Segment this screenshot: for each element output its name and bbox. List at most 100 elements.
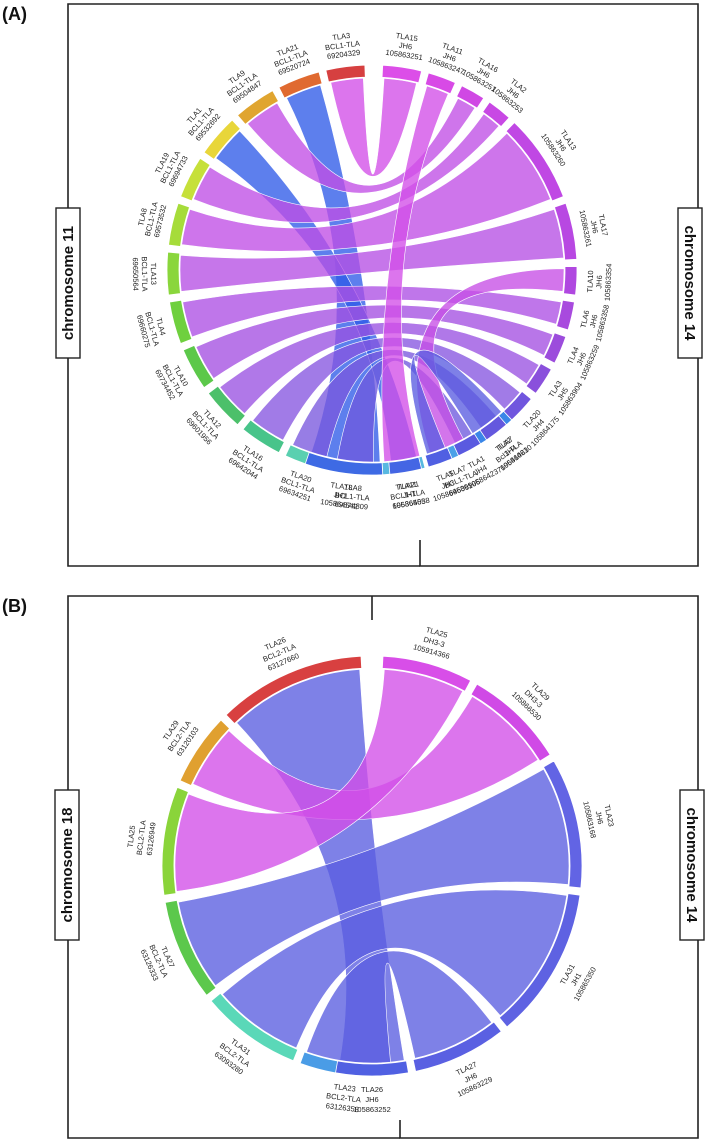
segment-band-TLA27b — [412, 1021, 502, 1072]
link-ribbon-TLA31-TLA31b — [222, 889, 568, 1049]
segment-band-TLA16 — [242, 419, 285, 454]
panel-b-segments: TLA26BCL2-TLA63127660 TLA29BCL2-TLA631201… — [125, 623, 617, 1114]
segment-band-TLA10b — [563, 266, 578, 296]
segment-label-TLA3: TLA3BCL1-TLA69204329 — [323, 30, 361, 61]
segment-label-TLA23: TLA23BCL2-TLA63126358 — [324, 1081, 362, 1114]
segment-band-TLA4 — [169, 299, 193, 344]
segment-band-TLA19 — [180, 157, 211, 202]
segment-label-TLA4b: TLA4JH6105863259 — [562, 336, 602, 381]
link-ribbon-TLA8-TLA13b — [181, 132, 551, 252]
link-ribbon-TLA11-TLA11b — [381, 85, 449, 462]
segment-band-TLA25b — [381, 655, 472, 692]
chromosome-18-label: chromosome 18 — [59, 807, 76, 922]
segment-label-TLA10b: TLA10JH6105863354 — [585, 262, 614, 301]
segment-band-TLA31 — [210, 992, 299, 1062]
segment-band-TLA20b — [503, 390, 532, 421]
link-ribbon-TLA25-TLA25b — [174, 669, 464, 892]
segment-label-TLA31: TLA31BCL2-TLA63093280 — [212, 1033, 257, 1077]
chromosome-14-label-box-a — [677, 207, 703, 359]
panel-a-frame-right — [370, 3, 699, 567]
segment-label-TLA26b: TLA26 JH6 105863252 — [353, 1085, 391, 1114]
link-ribbon-TLA4-TLA6 — [182, 285, 562, 338]
segment-band-TLA16b — [456, 85, 485, 109]
segment-band-TLA21b — [388, 456, 423, 475]
segment-band-TLA17 — [553, 202, 578, 261]
link-ribbon-TLA16-TLA20b — [252, 337, 521, 441]
link-ribbon-TLA19-TLA2b — [193, 113, 500, 223]
segment-label-TLA25b: TLA25DH3-3105914366 — [412, 623, 456, 661]
segment-band-TLA15 — [381, 64, 423, 84]
segment-label-TLA8: TLA8BCL1-TLA69573532 — [134, 199, 168, 239]
chromosome-14-label-a: chromosome 14 — [681, 225, 698, 341]
chromosome-14-label-box-b — [679, 789, 705, 941]
segment-band-TLA8 — [168, 202, 191, 247]
segment-label-TLA8b: TLA8BCL1-TLA69674809 — [334, 482, 371, 512]
segment-label-TLA25: TLA25BCL2-TLA63126949 — [125, 819, 158, 857]
segment-band-TLA10 — [182, 344, 215, 389]
segment-band-TLA1 — [203, 119, 241, 160]
segment-label-TLA16: TLA16BCL1-TLA69642044 — [226, 440, 270, 482]
segment-label-TLA23b: TLA23JH6105863168 — [581, 796, 617, 839]
panel-a: (A) chromosome 11 chromosome 14 TLA3BCL1… — [2, 3, 703, 567]
segment-band-TLA27 — [164, 899, 217, 996]
segment-band-TLA11b — [424, 72, 456, 95]
segment-band-TLA3b — [525, 363, 552, 394]
segment-band-TLA26b — [335, 1060, 409, 1077]
segment-label-TLA31b: TLA31JH1105865350 — [554, 956, 598, 1003]
segment-label-TLA19: TLA19BCL1-TLA69694733 — [150, 145, 190, 188]
segment-band-TLA31b — [498, 893, 581, 1028]
segment-band-TLA29b — [470, 683, 551, 762]
segment-label-TLA6: TLA6JH6105863358 — [576, 300, 611, 343]
chromosome-14-label-b: chromosome 14 — [683, 807, 700, 923]
segment-band-TLA3 — [325, 64, 366, 83]
segment-label-TLA7: TLA7BCL1-TLA69639996 — [440, 460, 483, 499]
segment-label-TLA21: TLA21BCL1-TLA69520724 — [270, 40, 312, 78]
link-ribbon-TLA12-TLA3b — [219, 322, 540, 415]
segment-label-TLA20: TLA20BCL1-TLA69634251 — [277, 467, 319, 504]
segment-band-TLA21 — [278, 71, 323, 99]
link-ribbon-TLA23-TLA27b — [306, 950, 493, 1064]
segment-label-TLA27: TLA27BCL2-TLA63126333 — [138, 939, 179, 983]
segment-band-TLA12 — [207, 385, 246, 426]
segment-band-TLA13b — [505, 121, 564, 202]
segment-label-TLA10: TLA10BCL1-TLA69734452 — [153, 358, 194, 402]
panel-a-ribbons — [179, 77, 565, 463]
chromosome-18-label-box — [54, 789, 80, 941]
segment-band-TLA13 — [166, 251, 181, 296]
link-ribbon-TLA2-TLA5 — [410, 349, 502, 455]
segment-label-TLA17: TLA17JH6105863261 — [578, 206, 612, 248]
segment-band-TLA23b — [542, 760, 583, 889]
link-ribbon-TLA27-TLA23b — [178, 768, 570, 987]
segment-band-TLA7b — [479, 415, 508, 441]
segment-label-TLA2: TLA2Bcl1-TLA69641063 — [487, 431, 530, 473]
segment-band-TLA1b — [453, 433, 482, 457]
segment-band-TLA6 — [556, 299, 575, 331]
segment-label-TLA27b: TLA27JH6105863229 — [448, 1057, 494, 1099]
segment-label-TLA9: TLA9BCL1-TLA69504847 — [220, 63, 264, 105]
panel-b: (B) chromosome 18 chromosome 14 TLA26BCL… — [2, 595, 705, 1139]
segment-label-TLA29: TLA29BCL2-TLA63120103 — [157, 713, 201, 758]
panel-a-label: (A) — [2, 4, 27, 24]
segment-band-TLA18 — [304, 451, 384, 476]
segment-band-TLA2b — [482, 101, 510, 128]
panel-b-frame-right — [371, 595, 699, 1139]
segment-band-TLA25 — [161, 786, 189, 896]
link-ribbon-TLA3-TLA15 — [330, 77, 417, 177]
segment-band-TLA9 — [236, 90, 279, 125]
link-ribbon-TLA10-TLA4b — [195, 304, 554, 379]
segment-label-TLA15: TLA15JH6105863251 — [385, 30, 426, 62]
panel-b-ribbons — [174, 669, 570, 1064]
segment-band-TLA26 — [225, 655, 363, 725]
chromosome-11-label-box — [55, 207, 81, 359]
segment-label-TLA13: TLA13BCL1-TLA69650564 — [131, 256, 159, 291]
link-ribbon-TLA13-TLA17 — [179, 209, 564, 292]
segment-label-TLA26: TLA26BCL2-TLA63127660 — [257, 633, 301, 674]
segment-band-TLA29 — [179, 719, 231, 786]
segment-band-TLA4b — [543, 332, 567, 364]
panel-b-label: (B) — [2, 596, 27, 616]
segment-label-TLA4: TLA4BCL1-TLA69660275 — [135, 308, 170, 349]
segment-label-TLA12: TLA12BCL1-TLA69601956 — [184, 403, 228, 447]
chromosome-11-label: chromosome 11 — [60, 226, 77, 340]
segment-band-TLA5 — [424, 447, 453, 468]
